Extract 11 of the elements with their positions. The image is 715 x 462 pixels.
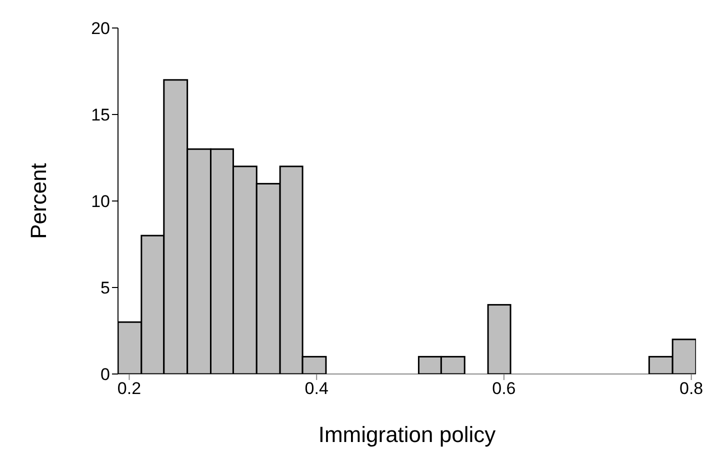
x-tick-label: 0.8 — [679, 379, 704, 398]
y-tick-label: 20 — [91, 19, 110, 38]
x-axis-title: Immigration policy — [318, 422, 496, 447]
y-tick-label: 15 — [91, 106, 110, 125]
y-axis-title: Percent — [26, 163, 51, 239]
y-tick-label: 10 — [91, 192, 110, 212]
x-tick-label: 0.4 — [304, 379, 328, 398]
x-tick-label: 0.2 — [117, 379, 142, 398]
y-tick-label: 5 — [100, 278, 110, 298]
x-tick-label: 0.6 — [492, 379, 516, 398]
y-tick-label: 0 — [100, 365, 110, 384]
